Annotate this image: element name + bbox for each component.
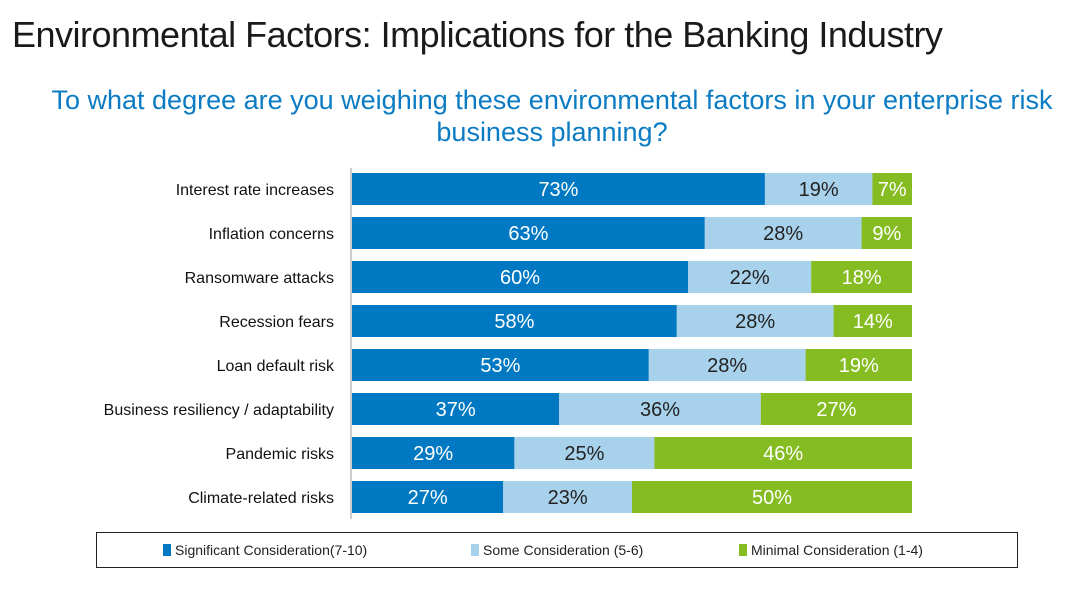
data-label: 50% [752,487,792,509]
data-label: 36% [640,399,680,421]
data-label: 9% [872,223,901,245]
data-label: 22% [730,267,770,289]
bar-segment [872,173,912,205]
data-label: 19% [799,179,839,201]
data-label: 23% [548,487,588,509]
data-label: 28% [707,355,747,377]
bar-segment [352,393,560,425]
data-label: 29% [413,443,453,465]
data-label: 25% [564,443,604,465]
legend-label: Some Consideration (5-6) [483,542,644,558]
bar-segment [688,261,812,293]
category-label: Loan default risk [217,358,335,375]
bar-segment [352,217,705,249]
bar-segment [514,437,655,469]
bar-segment [811,261,912,293]
data-label: 58% [494,311,534,333]
bar-segment [654,437,912,469]
data-label: 46% [763,443,803,465]
data-label: 28% [735,311,775,333]
chart-subtitle: To what degree are you weighing these en… [51,85,1053,147]
data-label: 7% [878,179,907,201]
data-label: 19% [839,355,879,377]
bar-segment [352,305,677,337]
legend-item: Significant Consideration(7-10) [163,542,367,558]
chart-title: Environmental Factors: Implications for … [12,14,943,55]
data-label: 27% [816,399,856,421]
legend-label: Minimal Consideration (1-4) [751,542,923,558]
category-label: Business resiliency / adaptability [104,402,334,419]
legend-swatch [471,544,479,556]
bar-segment [833,305,912,337]
category-label: Interest rate increases [176,182,334,199]
category-label: Ransomware attacks [185,270,334,287]
data-label: 14% [853,311,893,333]
data-label: 27% [408,487,448,509]
bar-segment [760,393,912,425]
data-label: 53% [480,355,520,377]
bar-segment [704,217,862,249]
data-label: 37% [436,399,476,421]
legend-swatch [739,544,747,556]
bar-segment [632,481,912,513]
bar-segment [352,261,688,293]
category-label: Recession fears [219,314,334,331]
bar-segment [764,173,873,205]
data-label: 73% [538,179,578,201]
data-label: 18% [842,267,882,289]
legend: Significant Consideration(7-10) Some Cons… [96,532,1018,568]
bar-segment [503,481,632,513]
bar-segment [805,349,912,381]
bar-segment [648,349,806,381]
data-label: 28% [763,223,803,245]
category-label: Climate-related risks [188,490,334,507]
legend-label: Significant Consideration(7-10) [175,542,368,558]
bar-segment [352,437,515,469]
category-label: Pandemic risks [226,446,334,463]
bar-segment [861,217,912,249]
data-label: 60% [500,267,540,289]
category-label: Inflation concerns [209,226,334,243]
bar-segment [352,349,649,381]
legend-item: Some Consideration (5-6) [471,542,643,558]
bar-segment [559,393,761,425]
bar-segment [676,305,834,337]
bar-segment [352,173,765,205]
bar-segment [352,481,504,513]
data-label: 63% [508,223,548,245]
legend-item: Minimal Consideration (1-4) [739,542,923,558]
legend-swatch [163,544,171,556]
